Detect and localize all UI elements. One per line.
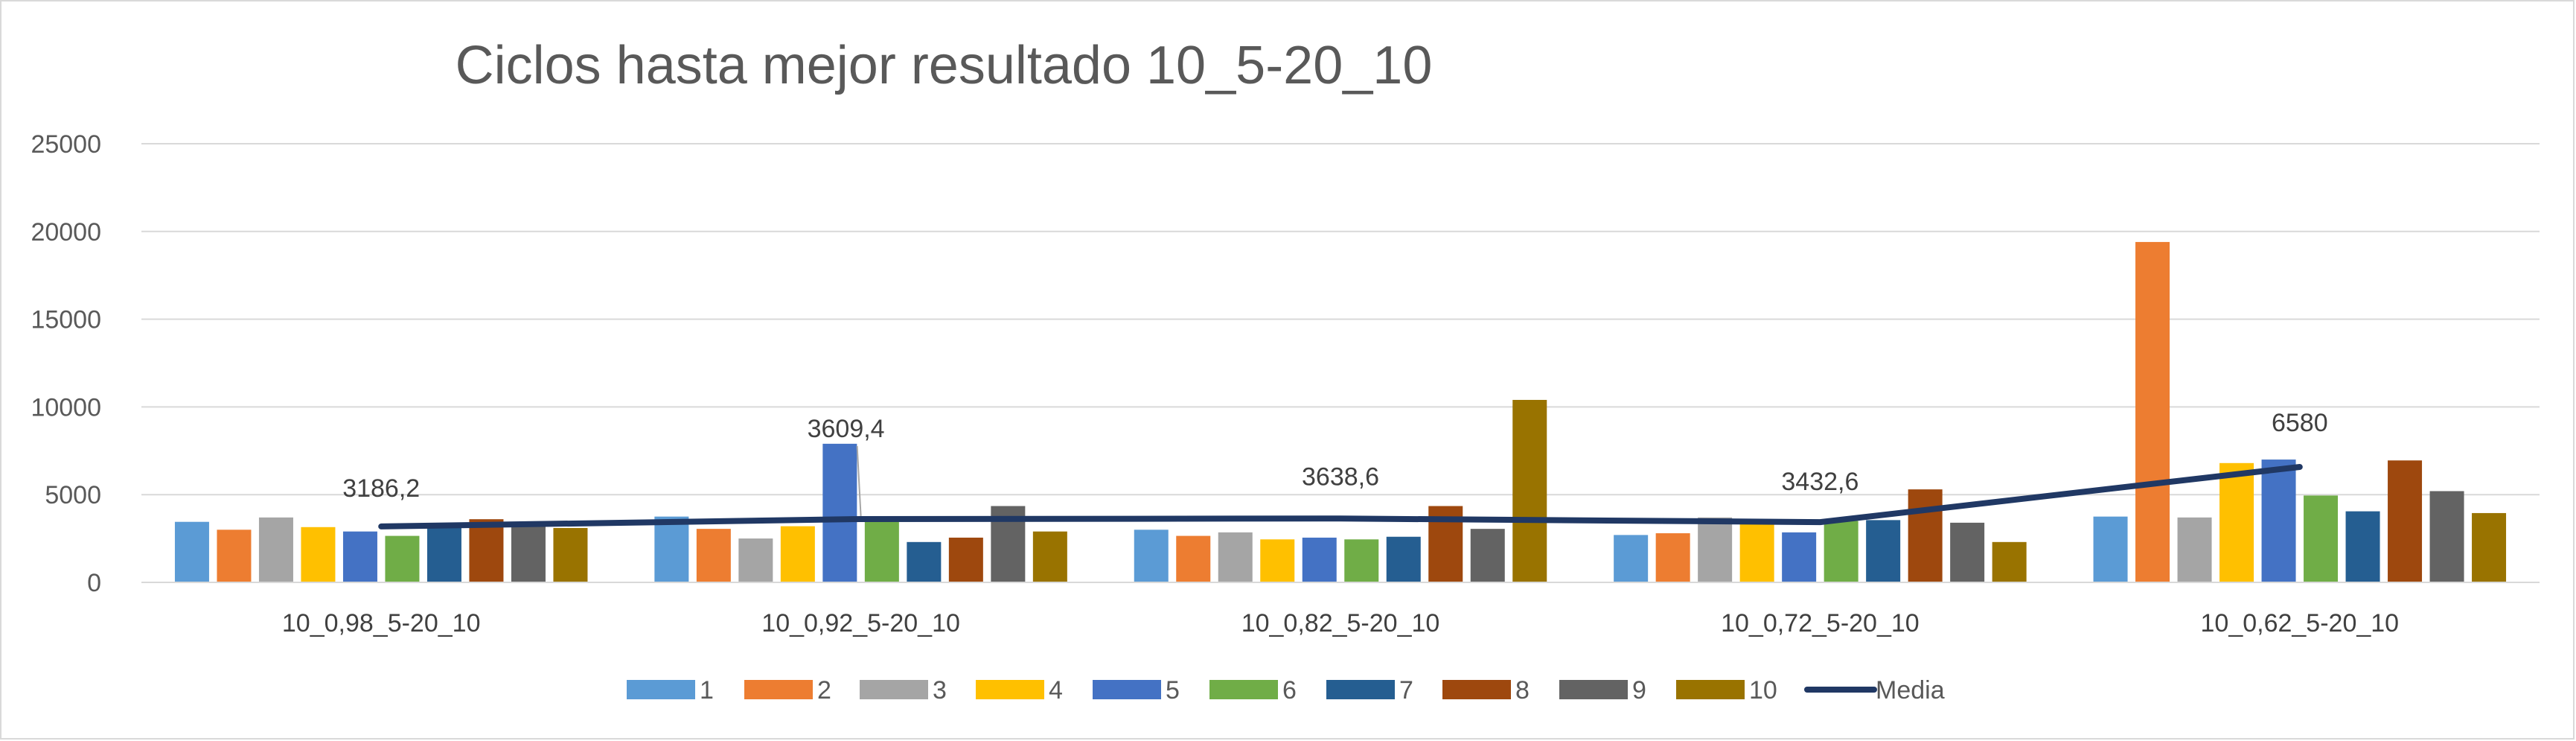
bar — [738, 538, 773, 582]
legend-label: 2 — [817, 676, 831, 705]
data-labels: 3186,2 3609,4 3638,6 3432,6 6580 — [342, 409, 2328, 517]
bar — [2219, 462, 2254, 582]
bar — [1032, 531, 1067, 582]
legend-swatch — [627, 680, 695, 699]
y-tick-label: 10000 — [31, 393, 101, 422]
legend-swatch — [1676, 680, 1745, 699]
bar — [2177, 517, 2212, 582]
y-axis: 0 5000 10000 15000 20000 25000 — [31, 130, 101, 597]
bar — [1908, 489, 1943, 582]
x-tick-label: 10_0,82_5-20_10 — [1241, 609, 1440, 637]
legend-label: 9 — [1632, 676, 1646, 705]
media-series-line — [378, 463, 2303, 529]
bar — [553, 527, 588, 582]
bar — [2261, 459, 2296, 582]
legend-label: 10 — [1749, 676, 1777, 705]
x-tick-label: 10_0,72_5-20_10 — [1721, 609, 1920, 637]
legend-label: 6 — [1282, 676, 1297, 705]
bar — [2472, 512, 2507, 582]
legend-label: 1 — [700, 676, 714, 705]
bar — [1260, 539, 1295, 582]
chart-title: Ciclos hasta mejor resultado 10_5-20_10 — [456, 36, 1433, 95]
x-tick-label: 10_0,92_5-20_10 — [761, 609, 960, 637]
legend-label: Media — [1876, 676, 1945, 705]
data-label: 3186,2 — [342, 474, 420, 503]
y-tick-label: 0 — [87, 569, 101, 597]
bar — [1302, 537, 1337, 582]
bar — [1698, 517, 1733, 582]
bars — [174, 241, 2507, 582]
bar — [469, 519, 504, 582]
bar — [2304, 495, 2339, 582]
bar — [2345, 511, 2380, 582]
bar — [864, 517, 899, 582]
bar — [822, 443, 857, 582]
bar — [174, 521, 209, 582]
bar — [511, 524, 546, 582]
bar — [696, 529, 731, 582]
legend-label: 4 — [1049, 676, 1063, 705]
data-label: 3638,6 — [1302, 462, 1379, 491]
bar — [1134, 529, 1169, 582]
legend: 1 2 3 4 5 6 7 8 9 10 Media — [627, 676, 1945, 705]
x-tick-label: 10_0,62_5-20_10 — [2201, 609, 2400, 637]
bar — [1866, 520, 1901, 582]
legend-swatch — [1559, 680, 1628, 699]
bar — [1176, 535, 1211, 582]
bar — [1218, 532, 1253, 582]
bar — [948, 537, 983, 582]
data-label: 6580 — [2272, 409, 2328, 437]
bar — [1344, 539, 1379, 582]
legend-label: 7 — [1399, 676, 1413, 705]
bar — [385, 535, 420, 582]
bar — [1614, 535, 1649, 582]
legend-label: 3 — [933, 676, 947, 705]
data-label: 3609,4 — [808, 415, 885, 443]
bar — [1739, 524, 1774, 582]
bar — [1470, 529, 1505, 582]
bar — [2135, 241, 2170, 582]
legend-swatch — [1326, 680, 1395, 699]
y-tick-label: 15000 — [31, 306, 101, 334]
media-line — [378, 463, 2303, 529]
bar — [907, 541, 942, 582]
y-tick-label: 5000 — [45, 481, 101, 509]
bar — [1824, 521, 1859, 582]
data-label: 3432,6 — [1781, 468, 1859, 496]
bar — [426, 527, 461, 582]
bar — [1512, 399, 1547, 582]
bar — [654, 516, 689, 582]
legend-label: 5 — [1166, 676, 1180, 705]
legend-swatch — [1093, 680, 1161, 699]
bar — [258, 517, 293, 582]
bar — [1992, 541, 2027, 582]
bar — [1950, 522, 1985, 582]
legend-swatch — [1209, 680, 1278, 699]
bar — [1655, 533, 1690, 582]
bar — [2388, 460, 2423, 582]
data-label-leader — [856, 445, 862, 517]
legend-swatch — [1442, 680, 1511, 699]
y-tick-label: 25000 — [31, 130, 101, 159]
bar — [1782, 532, 1817, 582]
bar — [2093, 516, 2128, 582]
x-tick-label: 10_0,98_5-20_10 — [282, 609, 481, 637]
bar — [1386, 536, 1421, 582]
bar — [301, 527, 336, 582]
legend-swatch — [976, 680, 1044, 699]
legend-label: 8 — [1515, 676, 1530, 705]
bar — [217, 529, 252, 582]
legend-swatch — [860, 680, 928, 699]
bar — [342, 531, 377, 582]
bar — [2429, 491, 2464, 582]
x-axis: 10_0,98_5-20_10 10_0,92_5-20_10 10_0,82_5-… — [141, 582, 2540, 637]
bar — [780, 526, 815, 582]
legend-swatch — [744, 680, 813, 699]
y-tick-label: 20000 — [31, 218, 101, 247]
